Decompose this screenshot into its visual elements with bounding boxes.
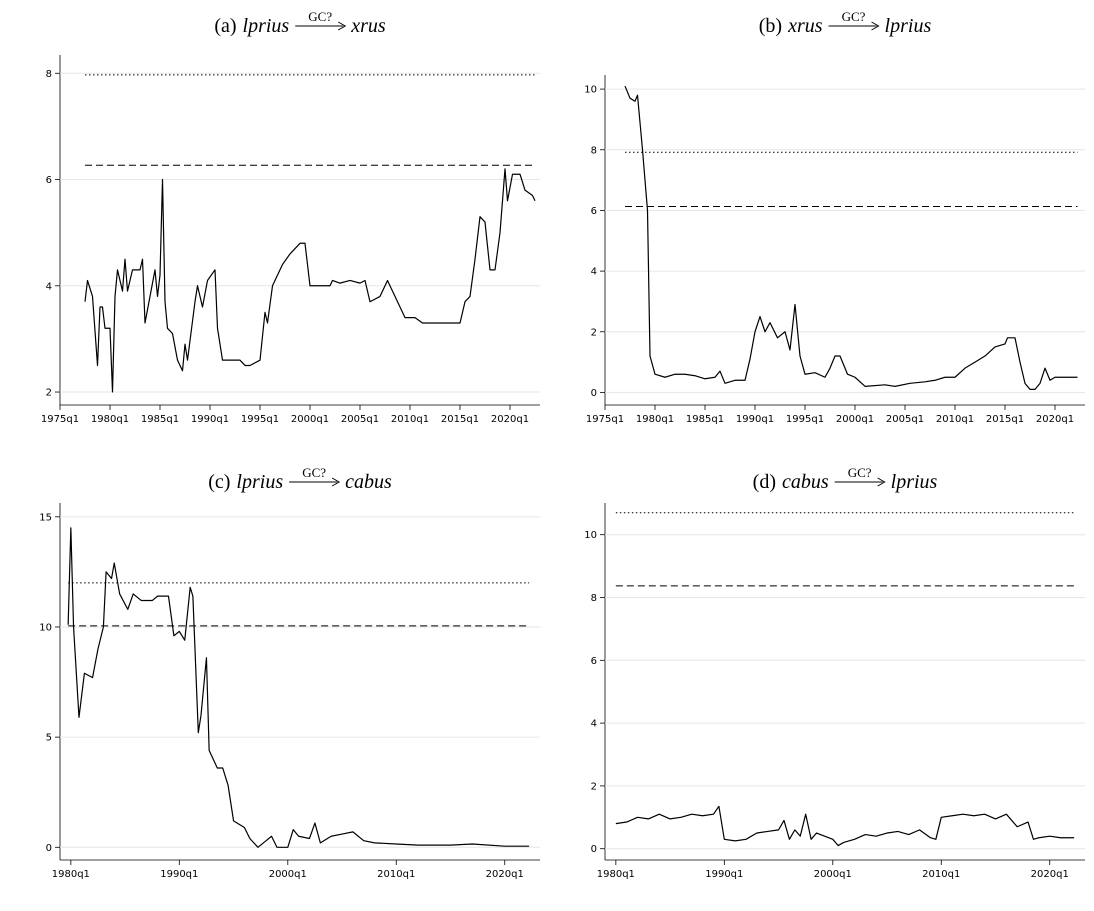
effect-variable: lprius — [891, 471, 938, 493]
panel-label: (d) — [753, 471, 776, 493]
arrow-head — [331, 477, 341, 487]
x-tick-label: 2010q1 — [377, 869, 415, 880]
y-tick-label: 10 — [584, 85, 597, 96]
x-tick-label: 2015q1 — [986, 414, 1024, 425]
x-tick-label: 2020q1 — [491, 414, 529, 425]
cause-variable: xrus — [787, 15, 823, 37]
panel: (a) lprius xrus GC? 2 4 6 8 1975q1 1980q1 1985q1 19… — [41, 9, 540, 425]
y-tick-label: 2 — [591, 327, 597, 338]
x-tick-label: 1975q1 — [41, 414, 79, 425]
y-tick-label: 0 — [591, 844, 597, 855]
y-tick-label: 4 — [591, 719, 597, 730]
y-tick-label: 4 — [46, 281, 52, 292]
effect-variable: lprius — [885, 15, 932, 37]
x-tick-label: 1990q1 — [736, 414, 774, 425]
arrow-head — [871, 21, 880, 31]
test-statistic-line — [624, 85, 1078, 390]
x-tick-label: 2000q1 — [836, 414, 874, 425]
y-tick-label: 8 — [591, 145, 597, 156]
panel-label: (c) — [208, 471, 230, 493]
x-tick-label: 1985q1 — [141, 414, 179, 425]
y-tick-label: 6 — [591, 656, 597, 667]
x-tick-label: 1985q1 — [686, 414, 724, 425]
x-tick-label: 1980q1 — [91, 414, 129, 425]
cause-variable: lprius — [236, 471, 283, 493]
y-tick-label: 0 — [46, 843, 52, 854]
arrow-label: GC? — [302, 465, 326, 480]
x-tick-label: 2010q1 — [922, 869, 960, 880]
x-tick-label: 1995q1 — [241, 414, 279, 425]
cause-variable: cabus — [782, 471, 829, 493]
x-tick-label: 2005q1 — [341, 414, 379, 425]
x-tick-label: 2000q1 — [269, 869, 307, 880]
x-tick-label: 1990q1 — [191, 414, 229, 425]
cause-variable: lprius — [243, 15, 290, 37]
x-tick-label: 2020q1 — [1036, 414, 1074, 425]
x-tick-label: 1990q1 — [705, 869, 743, 880]
arrow-head — [337, 21, 347, 31]
y-tick-label: 8 — [46, 69, 52, 80]
x-tick-label: 1995q1 — [786, 414, 824, 425]
effect-variable: xrus — [350, 15, 386, 37]
panel: (c) lprius cabus GC? 0 5 10 15 1980q1 1990q1 2000q… — [39, 465, 540, 880]
panel: (d) cabus lprius GC? 0 2 4 6 8 10 1980q1 1990q1 2000… — [584, 465, 1085, 880]
arrow-label: GC? — [842, 9, 866, 24]
x-tick-label: 2000q1 — [814, 869, 852, 880]
x-tick-label: 2000q1 — [291, 414, 329, 425]
y-tick-label: 8 — [591, 593, 597, 604]
y-tick-label: 5 — [46, 733, 52, 744]
y-tick-label: 10 — [584, 530, 597, 541]
x-tick-label: 2020q1 — [486, 869, 524, 880]
y-tick-label: 6 — [591, 206, 597, 217]
y-tick-label: 0 — [591, 388, 597, 399]
effect-variable: cabus — [345, 471, 392, 493]
test-statistic-line — [615, 805, 1075, 847]
x-tick-label: 1980q1 — [636, 414, 674, 425]
test-statistic-line — [67, 527, 530, 848]
x-tick-label: 2020q1 — [1031, 869, 1069, 880]
arrow-head — [877, 477, 886, 487]
x-tick-label: 1975q1 — [586, 414, 624, 425]
x-tick-label: 2010q1 — [936, 414, 974, 425]
y-tick-label: 6 — [46, 175, 52, 186]
panel: (b) xrus lprius GC? 0 2 4 6 8 10 1975q1 1980q1 1985q… — [584, 9, 1085, 425]
panel-label: (b) — [759, 15, 782, 37]
arrow-label: GC? — [308, 9, 332, 24]
y-tick-label: 10 — [39, 622, 52, 633]
y-tick-label: 15 — [39, 512, 52, 523]
y-tick-label: 2 — [46, 388, 52, 399]
x-tick-label: 1980q1 — [597, 869, 635, 880]
test-statistic-line — [84, 168, 536, 393]
x-tick-label: 2010q1 — [391, 414, 429, 425]
y-tick-label: 2 — [591, 781, 597, 792]
arrow-label: GC? — [848, 465, 872, 480]
x-tick-label: 1980q1 — [52, 869, 90, 880]
y-tick-label: 4 — [591, 267, 597, 278]
panel-label: (a) — [214, 15, 236, 37]
x-tick-label: 2005q1 — [886, 414, 924, 425]
x-tick-label: 1990q1 — [160, 869, 198, 880]
x-tick-label: 2015q1 — [441, 414, 479, 425]
